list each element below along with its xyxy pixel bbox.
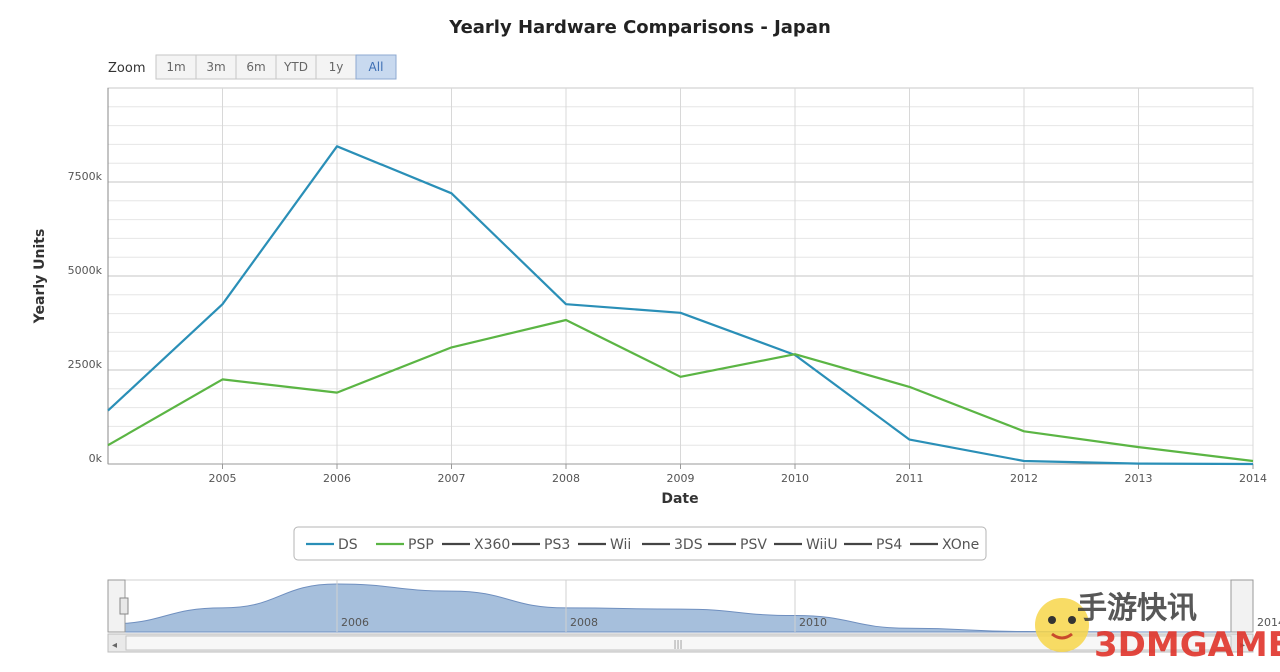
watermark-mascot-icon xyxy=(1035,598,1089,652)
x-tick-label: 2011 xyxy=(896,472,924,485)
x-axis-title: Date xyxy=(661,491,698,507)
legend-item-ps4[interactable]: PS4 xyxy=(876,537,902,553)
zoom-button-label[interactable]: 1y xyxy=(329,60,344,74)
x-axis-ticks: 2005 2006 2007 2008 2009 2010 2011 2012 2013 2014 xyxy=(209,464,1267,485)
legend-box xyxy=(293,526,987,561)
zoom-button-1m[interactable] xyxy=(155,54,197,80)
legend-item-3ds[interactable]: 3DS xyxy=(674,537,703,553)
zoom-button-3m[interactable] xyxy=(195,54,237,80)
zoom-button-label[interactable]: YTD xyxy=(283,60,308,74)
y-tick-label: 2500k xyxy=(68,358,103,371)
watermark-mascot-eye-icon xyxy=(1068,616,1076,624)
scrollbar-grip-icon: ||| xyxy=(673,640,682,650)
legend-item-xone[interactable]: XOne xyxy=(942,537,979,553)
y-tick-label: 5000k xyxy=(68,264,103,277)
navigator-tick-label: 2014 xyxy=(1257,616,1280,629)
zoom-button-label[interactable]: 6m xyxy=(246,60,265,74)
series-lines xyxy=(107,145,1254,466)
zoom-button-label[interactable]: All xyxy=(369,60,384,74)
scroll-right-arrow-icon[interactable]: ▸ xyxy=(1240,640,1245,651)
navigator-tick-label: 2010 xyxy=(799,616,827,629)
x-tick-label: 2008 xyxy=(552,472,580,485)
legend-item-wii[interactable]: Wii xyxy=(610,537,631,553)
legend-item-ds[interactable]: DS xyxy=(338,537,358,553)
scroll-left-arrow-icon[interactable]: ◂ xyxy=(112,640,117,651)
watermark-mascot-eye-icon xyxy=(1048,616,1056,624)
scrollbar-thumb[interactable] xyxy=(125,635,1232,651)
gridlines xyxy=(107,88,1254,465)
zoom-button-6m[interactable] xyxy=(235,54,277,80)
x-tick-label: 2012 xyxy=(1010,472,1038,485)
watermark-top-text: 手游快讯 xyxy=(1077,591,1197,626)
legend-item-wiiu[interactable]: WiiU xyxy=(806,537,838,553)
chart-title: Yearly Hardware Comparisons - Japan xyxy=(448,17,831,38)
watermark-mascot-mouth-icon xyxy=(1051,632,1073,640)
navigator-tick-label: 2008 xyxy=(570,616,598,629)
zoom-controls: Zoom 1m 3m 6m YTD 1y All xyxy=(108,54,397,80)
x-tick-label: 2014 xyxy=(1239,472,1267,485)
zoom-button-all[interactable] xyxy=(355,54,397,80)
legend-item-ps3[interactable]: PS3 xyxy=(544,537,570,553)
y-axis-title: Yearly Units xyxy=(32,229,48,325)
x-tick-label: 2007 xyxy=(438,472,466,485)
zoom-button-label[interactable]: 3m xyxy=(206,60,225,74)
y-tick-label: 0k xyxy=(89,452,103,465)
x-tick-label: 2013 xyxy=(1125,472,1153,485)
navigator-ticks: 2006 2008 2010 2014 xyxy=(336,580,1280,632)
zoom-label: Zoom xyxy=(108,61,145,76)
zoom-button-label[interactable]: 1m xyxy=(166,60,185,74)
watermark: 手游快讯 3DMGAME xyxy=(1035,591,1280,665)
x-tick-label: 2009 xyxy=(667,472,695,485)
series-line-ds xyxy=(107,145,1254,466)
legend-item-psp[interactable]: PSP xyxy=(408,537,434,553)
y-axis-ticks: 0k 2500k 5000k 7500k xyxy=(68,170,103,465)
x-tick-label: 2006 xyxy=(323,472,351,485)
legend-item-psv[interactable]: PSV xyxy=(740,537,767,553)
navigator-tick-label: 2006 xyxy=(341,616,369,629)
x-tick-label: 2005 xyxy=(209,472,237,485)
navigator-left-grip[interactable] xyxy=(119,597,129,615)
legend: DS PSP X360 PS3 Wii 3DS PSV WiiU PS4 XOne xyxy=(293,526,987,561)
y-tick-label: 7500k xyxy=(68,170,103,183)
x-tick-label: 2010 xyxy=(781,472,809,485)
series-line-psp xyxy=(107,318,1254,463)
zoom-button-1y[interactable] xyxy=(315,54,357,80)
legend-item-x360[interactable]: X360 xyxy=(474,537,510,553)
navigator-right-handle[interactable] xyxy=(1230,579,1254,633)
watermark-bottom-text: 3DMGAME xyxy=(1094,625,1280,665)
